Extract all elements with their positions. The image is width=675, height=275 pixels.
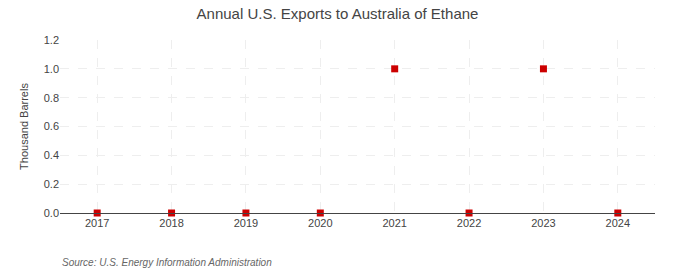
svg-text:Thousand Barrels: Thousand Barrels [18, 83, 30, 170]
svg-text:2020: 2020 [308, 217, 332, 229]
svg-text:0.2: 0.2 [44, 178, 59, 190]
svg-text:Source: U.S. Energy Informatio: Source: U.S. Energy Information Administ… [62, 257, 272, 268]
svg-text:0.8: 0.8 [44, 92, 59, 104]
svg-text:1.2: 1.2 [44, 34, 59, 46]
svg-text:2019: 2019 [234, 217, 258, 229]
svg-text:2018: 2018 [159, 217, 183, 229]
svg-text:0.4: 0.4 [44, 149, 59, 161]
svg-text:2024: 2024 [606, 217, 630, 229]
svg-text:2022: 2022 [457, 217, 481, 229]
svg-text:Annual U.S. Exports to Austral: Annual U.S. Exports to Australia of Etha… [197, 5, 479, 22]
svg-text:0.0: 0.0 [44, 207, 59, 219]
svg-text:0.6: 0.6 [44, 120, 59, 132]
svg-text:2023: 2023 [531, 217, 555, 229]
svg-text:2017: 2017 [85, 217, 109, 229]
svg-text:1.0: 1.0 [44, 63, 59, 75]
svg-text:2021: 2021 [382, 217, 406, 229]
